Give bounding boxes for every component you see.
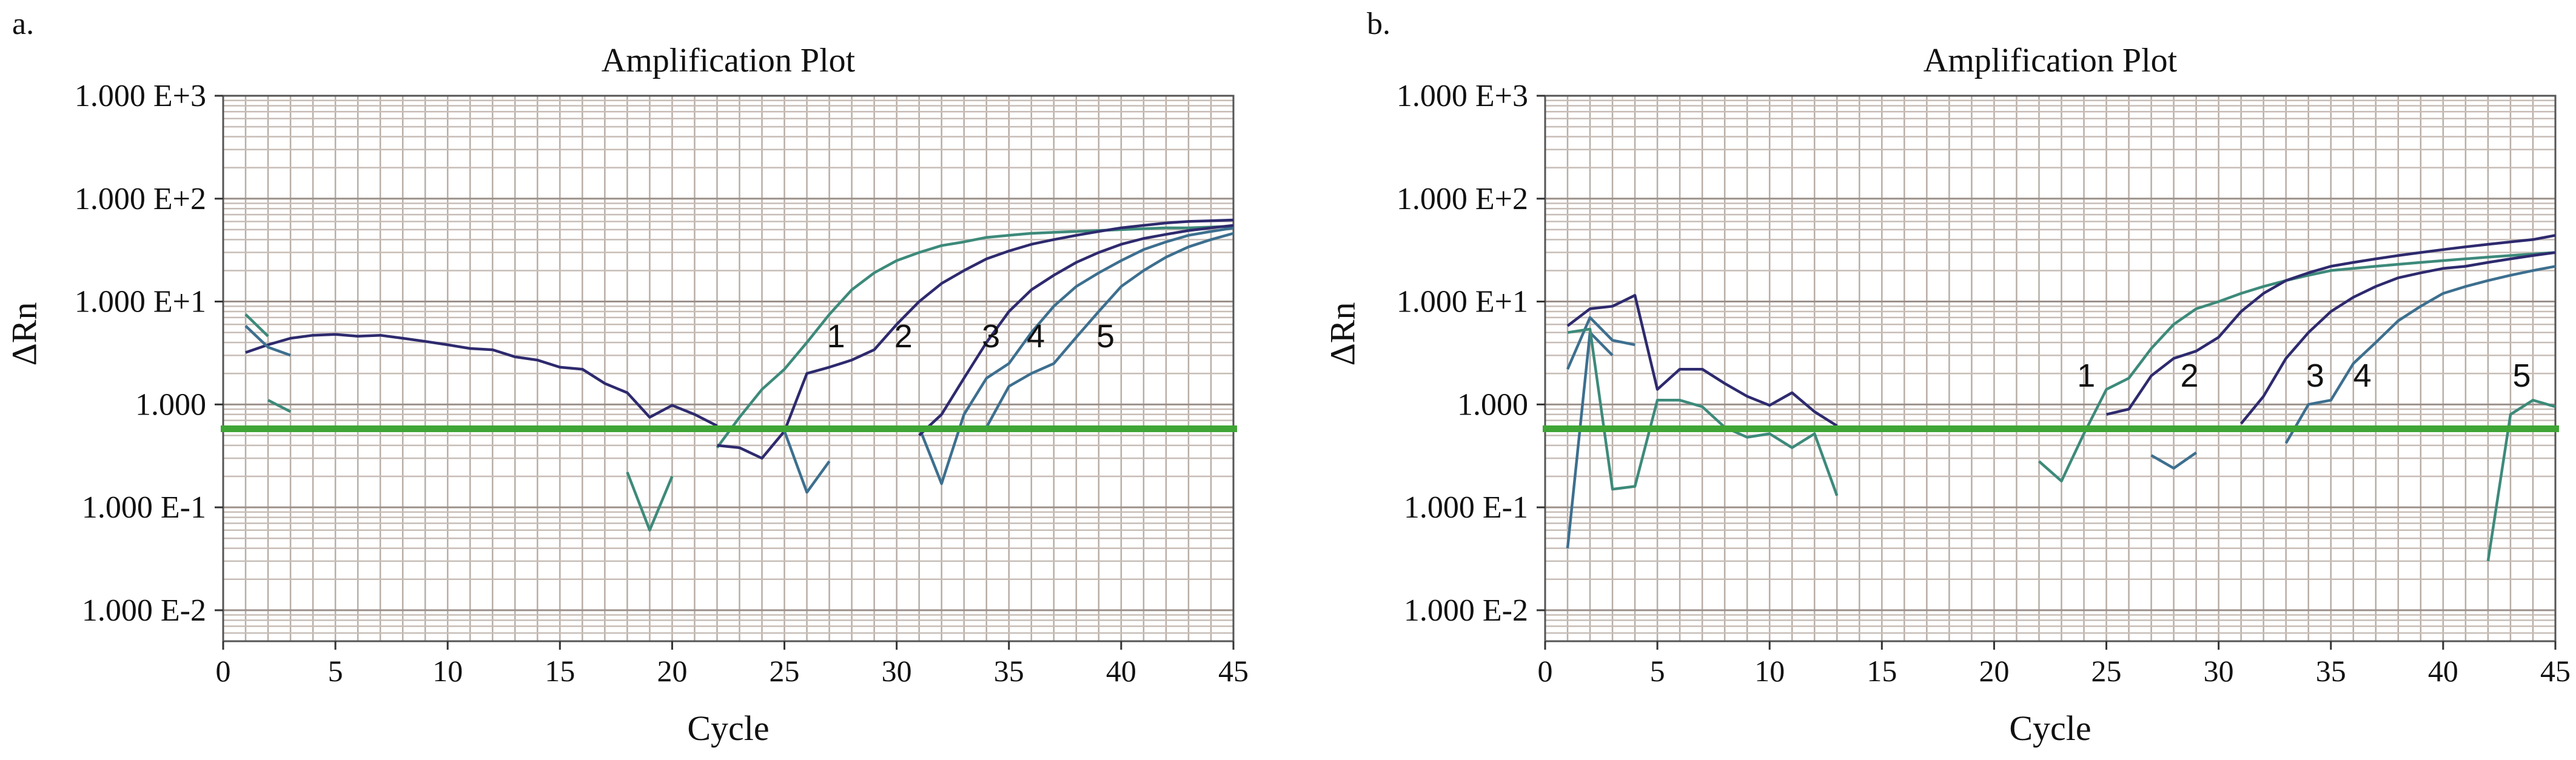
chart-svg: 0 5 10 15 20 25 30 35 40 451.000 E+31.000 E+21.00… bbox=[1397, 79, 2571, 688]
x-tick-label: 40 bbox=[1106, 654, 1136, 688]
chart-panel-a: a. Amplification Plot ΔRn Cycle 0 5 10 15 20… bbox=[5, 7, 1249, 748]
series-line bbox=[2239, 251, 2556, 425]
y-tick-label: 1.000 E+2 bbox=[75, 182, 206, 216]
series-line bbox=[1566, 294, 1838, 427]
series-line bbox=[267, 399, 292, 413]
series-line bbox=[985, 232, 1234, 428]
x-tick-label: 15 bbox=[545, 654, 575, 688]
x-tick-label: 25 bbox=[2091, 654, 2122, 688]
plot-area bbox=[223, 96, 1233, 641]
x-tick-label: 45 bbox=[2540, 654, 2571, 688]
y-tick-label: 1.000 bbox=[135, 387, 206, 422]
y-tick-label: 1.000 E+1 bbox=[1397, 285, 1528, 319]
panel-letter: a. bbox=[12, 7, 35, 41]
curve-label: 1 bbox=[827, 318, 845, 355]
y-tick-label: 1.000 E+2 bbox=[1397, 182, 1528, 216]
series-line bbox=[716, 224, 1234, 449]
plot-frame bbox=[222, 95, 1235, 642]
y-tick-label: 1.000 E-2 bbox=[1404, 593, 1528, 628]
chart-title: Amplification Plot bbox=[1923, 42, 2178, 79]
x-tick-label: 40 bbox=[2428, 654, 2458, 688]
series-line bbox=[2486, 399, 2556, 562]
chart-svg: 0 5 10 15 20 25 30 35 40 451.000 E+31.000 E+21.00… bbox=[75, 79, 1249, 688]
series-line bbox=[245, 333, 718, 427]
curve-label: 2 bbox=[894, 318, 913, 355]
curve-label: 4 bbox=[2353, 358, 2372, 394]
x-tick-label: 5 bbox=[328, 654, 343, 688]
series-line bbox=[917, 226, 1234, 485]
x-tick-label: 0 bbox=[1538, 654, 1553, 688]
series-line bbox=[244, 313, 269, 338]
curve-label: 5 bbox=[2512, 358, 2531, 394]
x-tick-label: 10 bbox=[1754, 654, 1785, 688]
series-line bbox=[626, 472, 674, 532]
series-line bbox=[244, 325, 291, 357]
x-axis-label: Cycle bbox=[687, 708, 770, 748]
y-tick-label: 1.000 E-1 bbox=[82, 490, 206, 525]
chart-title: Amplification Plot bbox=[601, 42, 856, 79]
x-tick-label: 30 bbox=[882, 654, 912, 688]
y-tick-label: 1.000 E-1 bbox=[1404, 490, 1528, 525]
x-axis-label: Cycle bbox=[2009, 708, 2091, 748]
x-tick-label: 25 bbox=[770, 654, 800, 688]
series-line bbox=[783, 430, 831, 494]
series-line bbox=[2150, 452, 2197, 470]
y-tick-label: 1.000 E-2 bbox=[82, 593, 206, 628]
x-tick-label: 0 bbox=[216, 654, 231, 688]
curve-label: 4 bbox=[1027, 318, 1045, 355]
series-line bbox=[2106, 234, 2556, 416]
plot-frame bbox=[1544, 95, 2557, 642]
y-tick-label: 1.000 E+3 bbox=[75, 79, 206, 113]
curve-label: 2 bbox=[2181, 358, 2199, 394]
series-line bbox=[1566, 316, 1635, 370]
x-tick-label: 20 bbox=[657, 654, 687, 688]
x-tick-label: 5 bbox=[1650, 654, 1665, 688]
series-line bbox=[918, 224, 1234, 437]
series-line bbox=[2284, 265, 2556, 444]
x-tick-label: 35 bbox=[994, 654, 1024, 688]
x-tick-label: 10 bbox=[432, 654, 463, 688]
panel-letter: b. bbox=[1367, 7, 1390, 41]
y-tick-label: 1.000 bbox=[1457, 387, 1528, 422]
plot-area bbox=[1545, 96, 2555, 641]
x-tick-label: 20 bbox=[1979, 654, 2009, 688]
curve-label: 5 bbox=[1096, 318, 1115, 355]
x-tick-label: 30 bbox=[2204, 654, 2234, 688]
curve-label: 3 bbox=[982, 318, 1000, 355]
x-tick-label: 45 bbox=[1218, 654, 1249, 688]
series-line bbox=[1567, 327, 1839, 496]
chart-panel-b: b. Amplification Plot ΔRn Cycle 0 5 10 15 20… bbox=[1288, 0, 2576, 760]
curve-label: 3 bbox=[2306, 358, 2324, 394]
x-tick-label: 35 bbox=[2316, 654, 2346, 688]
y-tick-label: 1.000 E+3 bbox=[1397, 79, 1528, 113]
y-tick-label: 1.000 E+1 bbox=[75, 285, 206, 319]
curve-label: 1 bbox=[2077, 358, 2095, 394]
x-tick-label: 15 bbox=[1867, 654, 1897, 688]
series-line bbox=[717, 218, 1234, 460]
